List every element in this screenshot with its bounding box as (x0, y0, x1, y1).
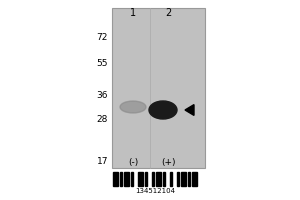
Text: 134512104: 134512104 (135, 188, 175, 194)
Bar (156, 172, 161, 186)
Bar (152, 172, 154, 186)
Bar (131, 172, 134, 186)
Text: (-): (-) (128, 158, 138, 168)
Bar (138, 172, 142, 186)
Polygon shape (185, 105, 194, 115)
Bar (120, 172, 122, 186)
Text: 17: 17 (97, 156, 108, 166)
Ellipse shape (120, 101, 146, 113)
Bar (163, 172, 165, 186)
Text: 2: 2 (165, 8, 171, 18)
Text: 1: 1 (130, 8, 136, 18)
Bar (113, 172, 118, 186)
Bar (177, 172, 179, 186)
Bar (181, 172, 186, 186)
Text: 72: 72 (97, 33, 108, 43)
Bar (145, 172, 147, 186)
Text: 55: 55 (97, 58, 108, 68)
Text: (+): (+) (161, 158, 175, 168)
Bar (188, 172, 190, 186)
Text: 36: 36 (97, 90, 108, 99)
Bar (124, 172, 129, 186)
Bar (170, 172, 172, 186)
Text: 28: 28 (97, 116, 108, 124)
Ellipse shape (149, 101, 177, 119)
Bar (193, 172, 197, 186)
Bar (112, 8, 205, 168)
